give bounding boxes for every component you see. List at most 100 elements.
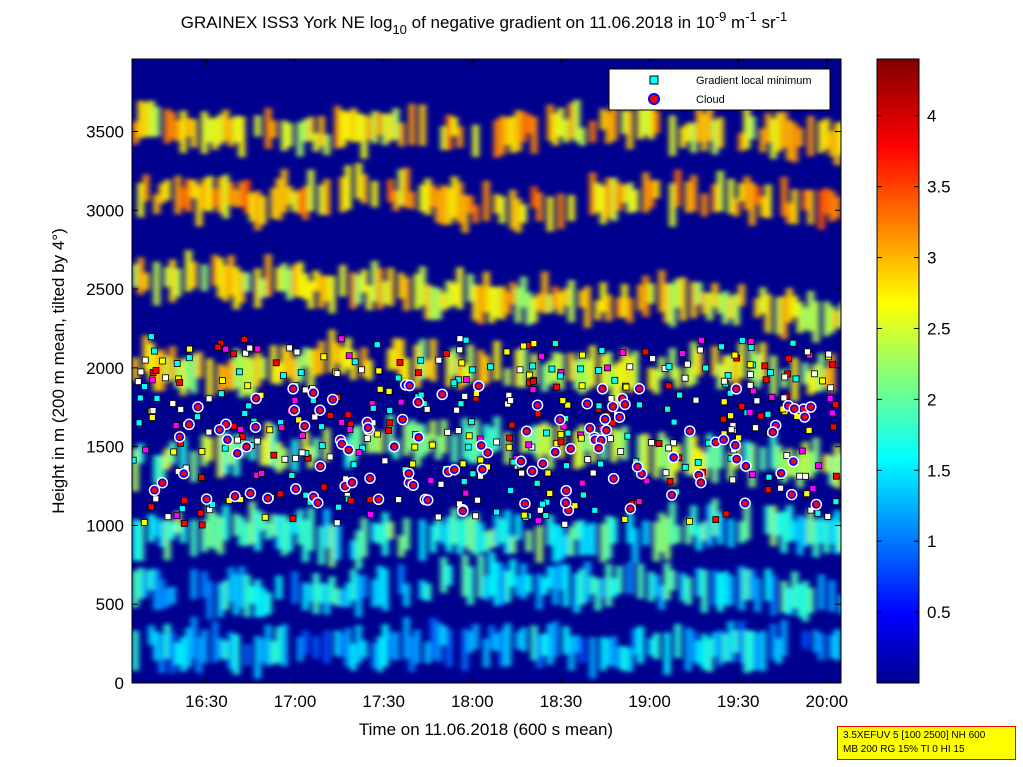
- heatmap-cell-layer-8: [275, 626, 283, 664]
- heatmap-cell-layer-7: [520, 563, 527, 600]
- heatmap-cell-layer-6: [780, 511, 788, 553]
- heatmap-cell-layer-6: [163, 519, 171, 561]
- heatmap-cell-layer-8: [716, 630, 724, 666]
- heatmap-cell-layer-7: [323, 583, 331, 615]
- heatmap-cell-layer-3: [584, 286, 591, 328]
- heatmap-cell-layer-8: [759, 630, 767, 672]
- heatmap-cell-layer-2: [318, 184, 325, 215]
- heatmap-cell-layer-7: [764, 568, 772, 601]
- heatmap-cell-layer-8: [376, 636, 384, 672]
- heatmap-cell-layer-6: [509, 535, 517, 554]
- heatmap-cell-layer-8: [743, 630, 751, 673]
- heatmap-cell-layer-8: [264, 624, 272, 666]
- heatmap-cell-layer-1: [334, 105, 341, 149]
- cloud-marker: [561, 498, 570, 508]
- gradient-minimum-marker: [409, 460, 417, 468]
- gradient-minimum-marker: [578, 382, 586, 390]
- heatmap-cell-layer-7: [509, 559, 517, 587]
- cloud-marker: [732, 454, 741, 464]
- gradient-minimum-marker: [747, 344, 755, 351]
- heatmap-cell-layer-4: [312, 348, 320, 376]
- heatmap-cell-layer-7: [148, 569, 155, 591]
- heatmap-cell-layer-7: [711, 570, 719, 606]
- gradient-minimum-marker: [765, 473, 773, 481]
- cloud-marker: [458, 506, 468, 516]
- heatmap-cell-layer-2: [818, 190, 825, 230]
- heatmap-cell-layer-3: [498, 286, 506, 320]
- heatmap-cell-layer-8: [429, 617, 437, 659]
- heatmap-cell-layer-4: [403, 358, 410, 388]
- heatmap-cell-layer-4: [456, 357, 464, 390]
- gradient-minimum-marker: [276, 490, 284, 498]
- heatmap-cell-layer-7: [344, 583, 352, 608]
- heatmap-cell-layer-3: [711, 283, 719, 308]
- heatmap-cell-layer-6: [504, 510, 511, 554]
- heatmap-cell-layer-4: [599, 354, 607, 391]
- heatmap-cell-layer-2: [631, 189, 639, 212]
- heatmap-cell-layer-6: [376, 523, 384, 545]
- gradient-minimum-marker: [442, 350, 450, 358]
- cloud-marker: [414, 433, 423, 442]
- heatmap-cell-layer-5: [488, 427, 496, 454]
- heatmap-cell-layer-6: [823, 520, 831, 554]
- heatmap-cell-layer-2: [828, 190, 836, 222]
- gradient-minimum-marker: [525, 441, 533, 449]
- heatmap-cell-layer-5: [770, 435, 777, 470]
- heatmap-cell-layer-5: [685, 434, 692, 476]
- heatmap-cell-layer-5: [727, 452, 735, 481]
- gradient-minimum-marker: [193, 413, 201, 421]
- gradient-minimum-marker: [621, 516, 629, 523]
- cloud-marker: [533, 400, 542, 410]
- gradient-minimum-marker: [254, 345, 262, 353]
- heatmap-cell-layer-6: [222, 505, 230, 541]
- cloud-marker: [263, 494, 273, 503]
- heatmap-cell-layer-7: [222, 580, 230, 610]
- gradient-minimum-marker: [684, 360, 691, 368]
- gradient-minimum-marker: [731, 351, 739, 359]
- colorbar-tick-label: 1: [927, 532, 936, 551]
- x-tick-label: 17:00: [274, 692, 317, 711]
- gradient-minimum-marker: [285, 344, 293, 352]
- gradient-minimum-marker: [577, 434, 585, 442]
- gradient-minimum-marker: [727, 426, 735, 434]
- gradient-minimum-marker: [809, 484, 817, 492]
- heatmap-cell-layer-5: [451, 434, 458, 463]
- heatmap-cell-layer-8: [520, 627, 527, 652]
- heatmap-cell-layer-4: [483, 355, 490, 384]
- cloud-marker: [741, 461, 751, 471]
- gradient-minimum-marker: [468, 418, 476, 426]
- heatmap-cell-layer-1: [647, 100, 655, 140]
- cloud-marker: [566, 444, 575, 454]
- heatmap-cell-layer-8: [552, 621, 559, 657]
- heatmap-cell-layer-8: [403, 617, 410, 659]
- heatmap-cell-layer-6: [557, 525, 565, 561]
- heatmap-cell-layer-5: [621, 426, 628, 461]
- heatmap-cell-layer-8: [174, 642, 182, 665]
- heatmap-cell-layer-3: [328, 275, 336, 314]
- gradient-minimum-marker: [272, 359, 280, 367]
- heatmap-cell-layer-8: [828, 634, 836, 659]
- heatmap-cell-layer-6: [440, 524, 448, 545]
- gradient-minimum-marker: [464, 443, 472, 451]
- cloud-marker: [478, 465, 487, 474]
- heatmap-cell-layer-8: [498, 628, 506, 667]
- heatmap-cell-layer-3: [355, 274, 363, 305]
- heatmap-cell-layer-1: [669, 115, 676, 156]
- gradient-minimum-marker: [589, 469, 597, 477]
- gradient-minimum-marker: [245, 402, 253, 410]
- heatmap-cell-layer-7: [780, 580, 788, 613]
- cloud-marker: [450, 465, 459, 474]
- heatmap-cell-layer-8: [727, 621, 735, 662]
- heatmap-cell-layer-3: [302, 273, 309, 300]
- gradient-minimum-marker: [386, 406, 394, 414]
- heatmap-cell-layer-4: [802, 362, 809, 385]
- heatmap-cell-layer-5: [541, 422, 549, 455]
- heatmap-cell-layer-2: [153, 194, 161, 214]
- heatmap-cell-layer-3: [557, 291, 565, 315]
- heatmap-cell-layer-1: [557, 107, 565, 137]
- heatmap-cell-layer-4: [812, 364, 820, 392]
- gradient-minimum-marker: [580, 491, 587, 499]
- cloud-marker: [768, 427, 778, 437]
- gradient-minimum-marker: [142, 446, 150, 454]
- gradient-minimum-marker: [423, 405, 431, 413]
